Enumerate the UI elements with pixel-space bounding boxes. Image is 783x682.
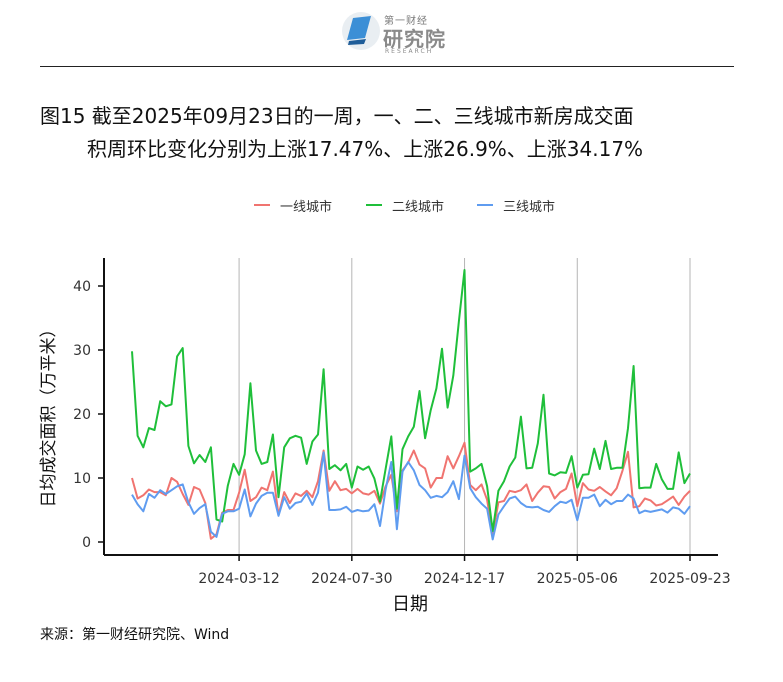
logo-main-text: 研究院 xyxy=(383,27,446,51)
legend-label-tier1: 一线城市 xyxy=(280,200,333,215)
legend-swatch-tier1 xyxy=(254,204,270,206)
y-tick-label: 30 xyxy=(73,343,91,359)
header: 第一财经 研究院 RESEARCH xyxy=(0,0,783,68)
x-tick-label: 2024-07-30 xyxy=(311,571,392,587)
source-note: 来源：第一财经研究院、Wind xyxy=(40,627,230,643)
x-tick-label: 2024-12-17 xyxy=(424,571,505,587)
x-tick-label: 2025-05-06 xyxy=(537,571,618,587)
series-lines xyxy=(131,269,691,541)
logo-mark-icon xyxy=(342,12,380,50)
tick-labels: 2024-03-12 2024-07-30 2024-12-17 2025-05-06… xyxy=(73,279,731,587)
y-tick-label: 0 xyxy=(82,535,91,551)
y-tick-label: 20 xyxy=(73,407,91,423)
legend-label-tier2: 二线城市 xyxy=(392,200,445,215)
y-axis-title: 日均成交面积（万平米） xyxy=(39,321,59,508)
series-line-tier2 xyxy=(131,269,691,533)
x-tick-label: 2024-03-12 xyxy=(198,571,279,587)
x-axis-title: 日期 xyxy=(392,594,428,615)
series-line-tier3 xyxy=(131,451,691,541)
series-line-tier1 xyxy=(131,441,691,540)
figure-title: 图15 截至2025年09月23日的一周，一、二、三线城市新房成交面 积周环比变… xyxy=(40,100,740,166)
figure-title-line-1: 图15 截至2025年09月23日的一周，一、二、三线城市新房成交面 xyxy=(40,104,634,128)
legend-swatch-tier2 xyxy=(366,204,382,206)
figure-title-line-2: 积周环比变化分别为上涨17.47%、上涨26.9%、上涨34.17% xyxy=(87,137,644,161)
chart-legend: 一线城市 二线城市 三线城市 xyxy=(0,196,783,215)
research-institute-logo: 第一财经 研究院 RESEARCH xyxy=(340,10,450,58)
header-divider xyxy=(40,66,734,67)
x-tick-label: 2025-09-23 xyxy=(649,571,730,587)
legend-label-tier3: 三线城市 xyxy=(503,200,556,215)
y-tick-label: 40 xyxy=(73,279,91,295)
y-tick-label: 10 xyxy=(73,471,91,487)
legend-swatch-tier3 xyxy=(477,204,493,206)
logo-small-text: 第一财经 xyxy=(384,16,428,27)
logo-english-text: RESEARCH xyxy=(385,48,434,55)
axes xyxy=(103,258,718,556)
